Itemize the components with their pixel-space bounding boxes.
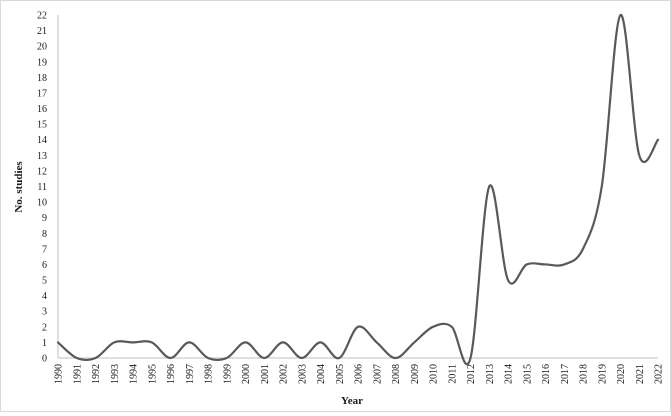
x-tick-label: 1997 [185, 364, 196, 384]
x-tick-label: 2013 [485, 364, 496, 384]
y-tick-label: 15 [37, 120, 47, 131]
y-tick-label: 11 [37, 182, 47, 193]
y-tick-label: 18 [37, 73, 47, 84]
x-tick-label: 2014 [504, 364, 515, 384]
x-tick-label: 2006 [354, 364, 365, 384]
x-tick-label: 1994 [129, 364, 140, 384]
x-tick-label: 2022 [654, 364, 665, 384]
y-tick-label: 4 [42, 291, 47, 302]
y-axis-label: No. studies [13, 161, 25, 213]
y-tick-label: 0 [42, 354, 47, 365]
x-tick-label: 2018 [579, 364, 590, 384]
y-tick-label: 9 [42, 213, 47, 224]
x-tick-label: 1995 [147, 364, 158, 384]
x-tick-label: 2011 [447, 364, 458, 384]
x-tick-label: 2010 [429, 364, 440, 384]
y-tick-label: 1 [42, 338, 47, 349]
x-tick-label: 2009 [410, 364, 421, 384]
x-tick-label: 2020 [616, 364, 627, 384]
x-tick-label: 1996 [166, 364, 177, 384]
x-tick-label: 2008 [391, 364, 402, 384]
x-tick-label: 1998 [204, 364, 215, 384]
y-tick-label: 5 [42, 276, 47, 287]
x-tick-label: 2004 [316, 364, 327, 384]
x-tick-label: 2015 [522, 364, 533, 384]
x-tick-label: 2021 [635, 364, 646, 384]
y-tick-label: 3 [42, 307, 47, 318]
y-tick-label: 8 [42, 229, 47, 240]
x-tick-label: 2016 [541, 364, 552, 384]
y-tick-label: 20 [37, 42, 47, 53]
y-tick-label: 6 [42, 260, 47, 271]
y-tick-label: 17 [37, 88, 47, 99]
y-tick-label: 2 [42, 322, 47, 333]
x-tick-label: 1999 [222, 364, 233, 384]
y-tick-label: 19 [37, 57, 47, 68]
y-tick-label: 21 [37, 26, 47, 37]
x-tick-label: 1993 [110, 364, 121, 384]
x-tick-label: 1991 [72, 364, 83, 384]
x-tick-label: 2000 [241, 364, 252, 384]
x-tick-label: 2017 [560, 364, 571, 384]
x-tick-label: 2005 [335, 364, 346, 384]
x-tick-label: 1990 [54, 364, 65, 384]
y-tick-label: 7 [42, 244, 47, 255]
y-tick-label: 13 [37, 151, 47, 162]
x-tick-labels: 1990 1991 1992 1993 1994 1995 1996 1997 1998 1999… [54, 364, 665, 384]
x-tick-label: 1992 [91, 364, 102, 384]
x-tick-label: 2019 [597, 364, 608, 384]
x-tick-label: 2007 [372, 364, 383, 384]
x-axis-label: Year [341, 395, 363, 407]
y-tick-label: 22 [37, 11, 47, 22]
x-tick-label: 2001 [260, 364, 271, 384]
x-tick-label: 2002 [279, 364, 290, 384]
y-tick-label: 12 [37, 166, 47, 177]
x-tick-label: 2003 [297, 364, 308, 384]
y-tick-label: 16 [37, 104, 47, 115]
series-line [56, 13, 660, 366]
x-tick-label: 2012 [466, 364, 477, 384]
y-tick-label: 14 [37, 135, 47, 146]
y-tick-label: 10 [37, 198, 47, 209]
